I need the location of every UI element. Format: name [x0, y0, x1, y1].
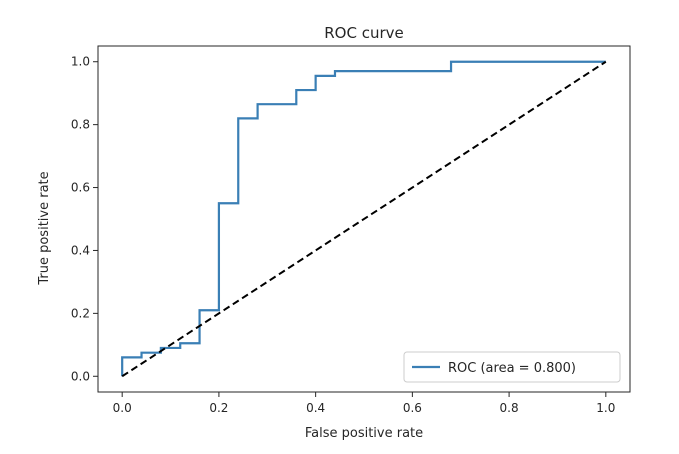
plot-frame [97, 45, 631, 393]
x-tick-label: 1.0 [596, 401, 615, 415]
x-tick-label: 0.6 [403, 401, 422, 415]
x-tick-label: 0.8 [500, 401, 519, 415]
y-tick-label: 1.0 [71, 55, 90, 69]
x-tick-label: 0.2 [209, 401, 228, 415]
x-axis-label: False positive rate [305, 426, 423, 441]
y-axis-label: True positive rate [37, 171, 52, 285]
legend: ROC (area = 0.800) [403, 351, 621, 383]
x-tick-label: 0.0 [113, 401, 132, 415]
y-axis-ticks: 0.0 0.2 0.4 0.6 0.8 1.0 [71, 55, 98, 383]
x-axis-ticks: 0.0 0.2 0.4 0.6 0.8 1.0 [113, 392, 615, 415]
y-tick-label: 0.8 [71, 118, 90, 132]
y-tick-label: 0.6 [71, 181, 90, 195]
diagonal-reference-line [121, 60, 607, 378]
legend-label: ROC (area = 0.800) [448, 361, 576, 376]
y-tick-label: 0.2 [71, 306, 90, 320]
y-tick-label: 0.0 [71, 369, 90, 383]
legend-box [403, 351, 621, 383]
plot-area [97, 45, 631, 393]
chart-title: ROC curve [324, 24, 404, 42]
y-tick-label: 0.4 [71, 243, 90, 257]
roc-series-line [121, 60, 606, 377]
x-tick-label: 0.4 [306, 401, 325, 415]
